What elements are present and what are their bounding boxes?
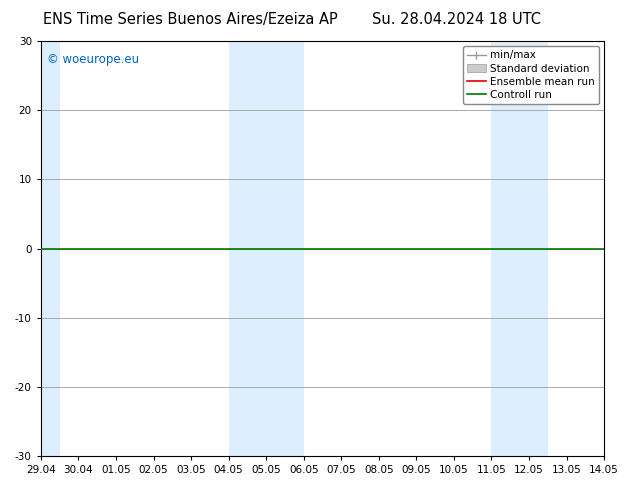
Text: © woeurope.eu: © woeurope.eu [46, 53, 139, 67]
Legend: min/max, Standard deviation, Ensemble mean run, Controll run: min/max, Standard deviation, Ensemble me… [463, 46, 599, 104]
Bar [491, 41, 548, 456]
Text: ENS Time Series Buenos Aires/Ezeiza AP: ENS Time Series Buenos Aires/Ezeiza AP [43, 12, 337, 27]
Text: Su. 28.04.2024 18 UTC: Su. 28.04.2024 18 UTC [372, 12, 541, 27]
Bar [229, 41, 304, 456]
Bar [41, 41, 60, 456]
